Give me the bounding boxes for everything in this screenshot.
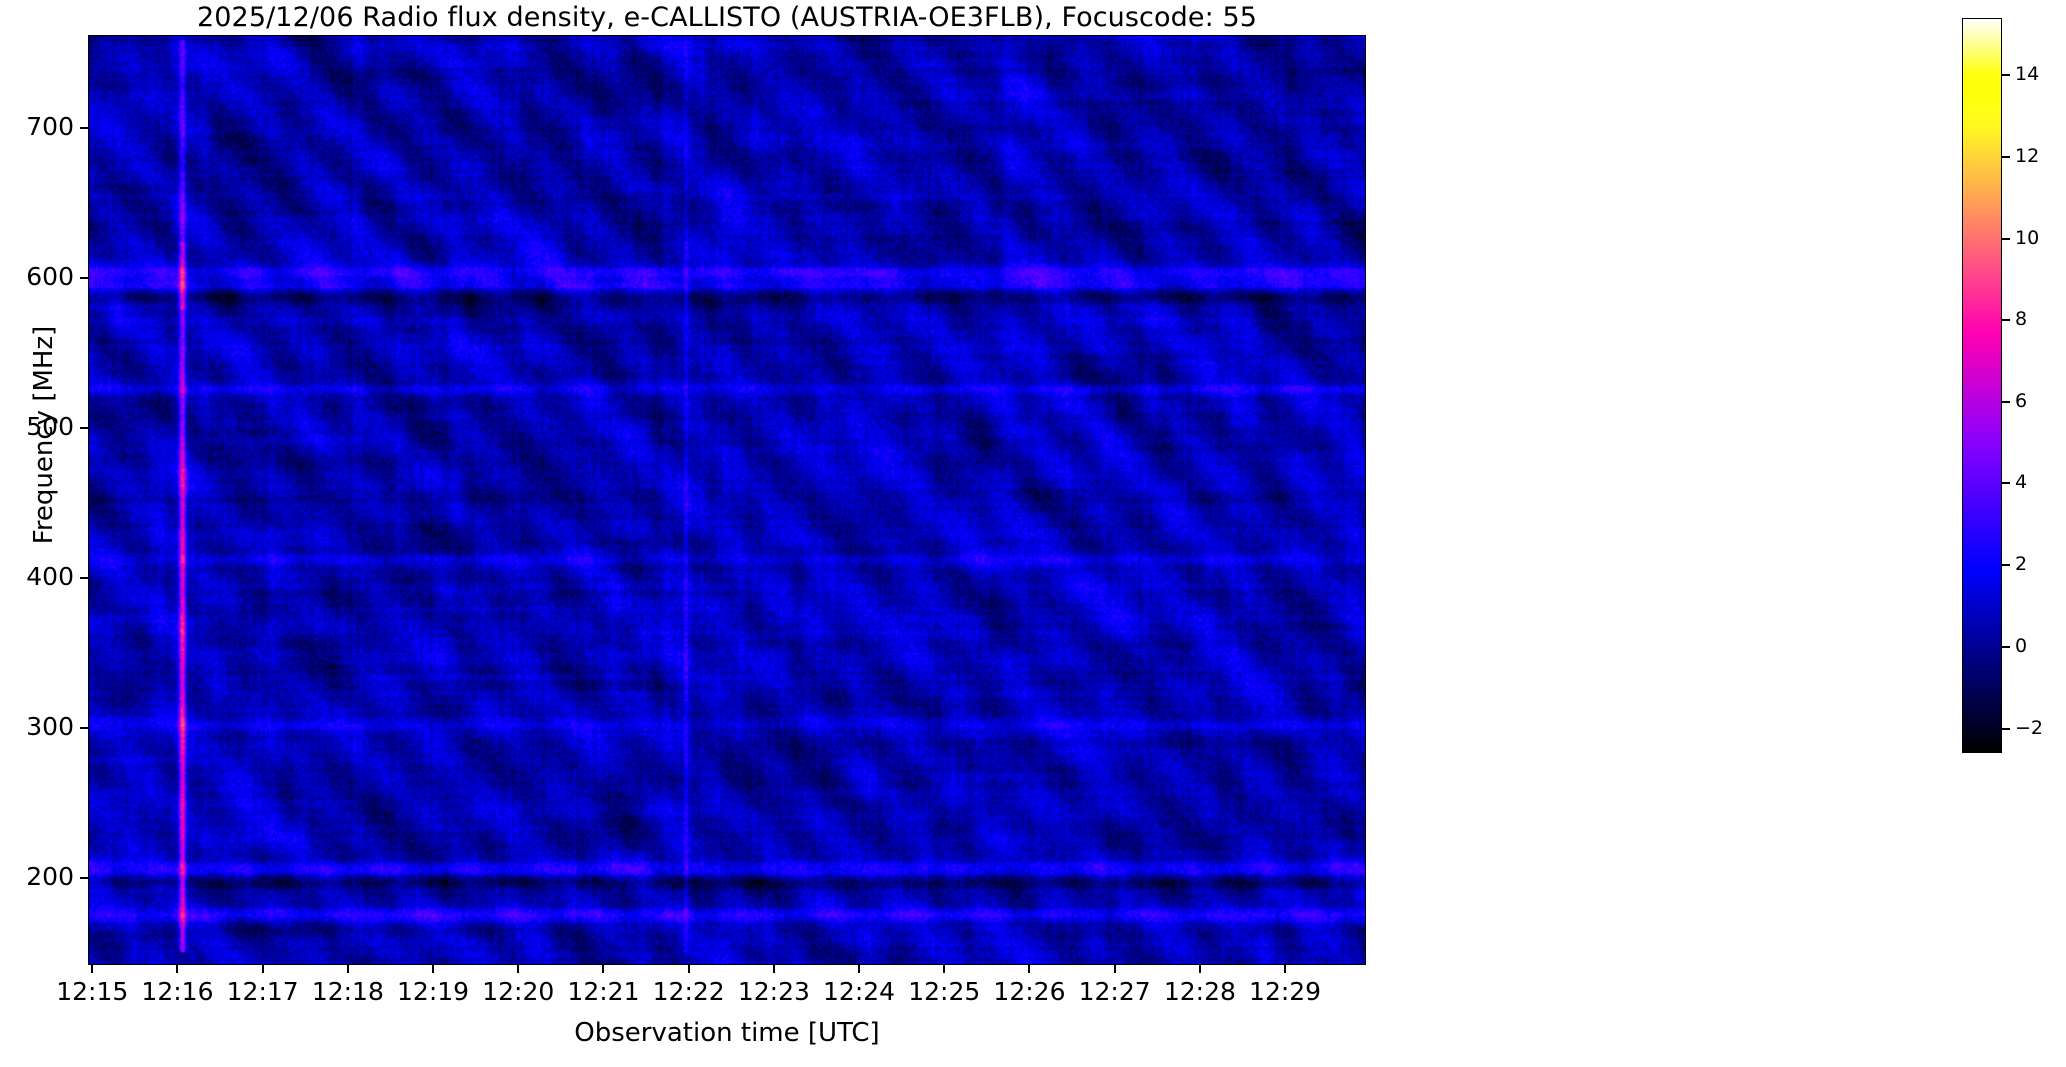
y-tick-label: 200 — [26, 862, 74, 892]
colorbar-tick-mark — [2002, 727, 2010, 730]
y-tick-label: 300 — [26, 712, 74, 742]
x-tick-label: 12:23 — [737, 977, 810, 1006]
x-tick-label: 12:24 — [823, 977, 896, 1006]
x-tick-mark — [1284, 965, 1287, 973]
x-tick-mark — [176, 965, 179, 973]
spectrogram-axes — [88, 35, 1366, 965]
x-tick-label: 12:19 — [397, 977, 470, 1006]
y-tick-mark — [80, 277, 88, 279]
x-tick-mark — [1028, 965, 1031, 973]
colorbar-tick-mark — [2002, 155, 2010, 158]
colorbar-tick-mark — [2002, 400, 2010, 403]
colorbar-tick-label: 2 — [2015, 553, 2028, 576]
colorbar-tick-label: 14 — [2015, 63, 2040, 86]
x-tick-label: 12:15 — [56, 977, 129, 1006]
x-tick-mark — [772, 965, 775, 973]
page-title: 2025/12/06 Radio flux density, e-CALLIST… — [196, 2, 1258, 33]
x-tick-label: 12:28 — [1163, 977, 1236, 1006]
colorbar-tick-label: 6 — [2015, 389, 2028, 412]
y-tick-mark — [80, 127, 88, 129]
x-tick-mark — [1198, 965, 1201, 973]
y-tick-mark — [80, 727, 88, 730]
x-tick-label: 12:29 — [1249, 977, 1322, 1006]
x-tick-mark — [261, 965, 264, 973]
x-tick-label: 12:16 — [141, 977, 214, 1006]
y-tick-label: 400 — [26, 562, 74, 592]
colorbar-gradient — [1963, 19, 2001, 752]
x-tick-label: 12:27 — [1078, 977, 1151, 1006]
colorbar-tick-label: 8 — [2015, 308, 2028, 331]
x-tick-label: 12:25 — [908, 977, 981, 1006]
x-tick-mark — [1113, 965, 1116, 973]
x-tick-label: 12:26 — [993, 977, 1066, 1006]
y-tick-label: 500 — [26, 412, 74, 442]
colorbar-tick-mark — [2002, 319, 2010, 322]
x-axis-label: Observation time [UTC] — [574, 1018, 880, 1048]
colorbar-tick-label: 12 — [2015, 144, 2040, 167]
x-tick-label: 12:17 — [226, 977, 299, 1006]
spectrogram-image — [89, 36, 1365, 964]
y-tick-mark — [80, 877, 88, 880]
y-axis-label: Frequency [MHz] — [29, 325, 59, 545]
x-tick-label: 12:18 — [311, 977, 384, 1006]
x-tick-mark — [346, 965, 349, 973]
y-tick-mark — [80, 577, 88, 580]
y-tick-label: 700 — [26, 112, 74, 141]
x-tick-mark — [91, 965, 94, 973]
x-tick-label: 12:20 — [482, 977, 555, 1006]
x-tick-mark — [943, 965, 946, 973]
colorbar-tick-mark — [2002, 482, 2010, 485]
x-tick-label: 12:22 — [652, 977, 725, 1006]
colorbar-tick-mark — [2002, 237, 2010, 240]
x-tick-label: 12:21 — [567, 977, 640, 1006]
y-tick-mark — [80, 427, 88, 430]
colorbar-tick-label: 10 — [2015, 226, 2040, 249]
colorbar-tick-label: 4 — [2015, 471, 2028, 494]
x-tick-mark — [432, 965, 435, 973]
x-tick-mark — [858, 965, 861, 973]
x-tick-mark — [517, 965, 520, 973]
colorbar-tick-label: −2 — [2015, 716, 2044, 739]
colorbar — [1962, 18, 2002, 753]
x-tick-mark — [602, 965, 605, 973]
colorbar-tick-mark — [2002, 74, 2010, 77]
x-tick-mark — [687, 965, 690, 973]
colorbar-tick-mark — [2002, 645, 2010, 648]
colorbar-tick-label: 0 — [2015, 634, 2028, 657]
colorbar-tick-mark — [2002, 564, 2010, 567]
y-tick-label: 600 — [26, 262, 74, 291]
